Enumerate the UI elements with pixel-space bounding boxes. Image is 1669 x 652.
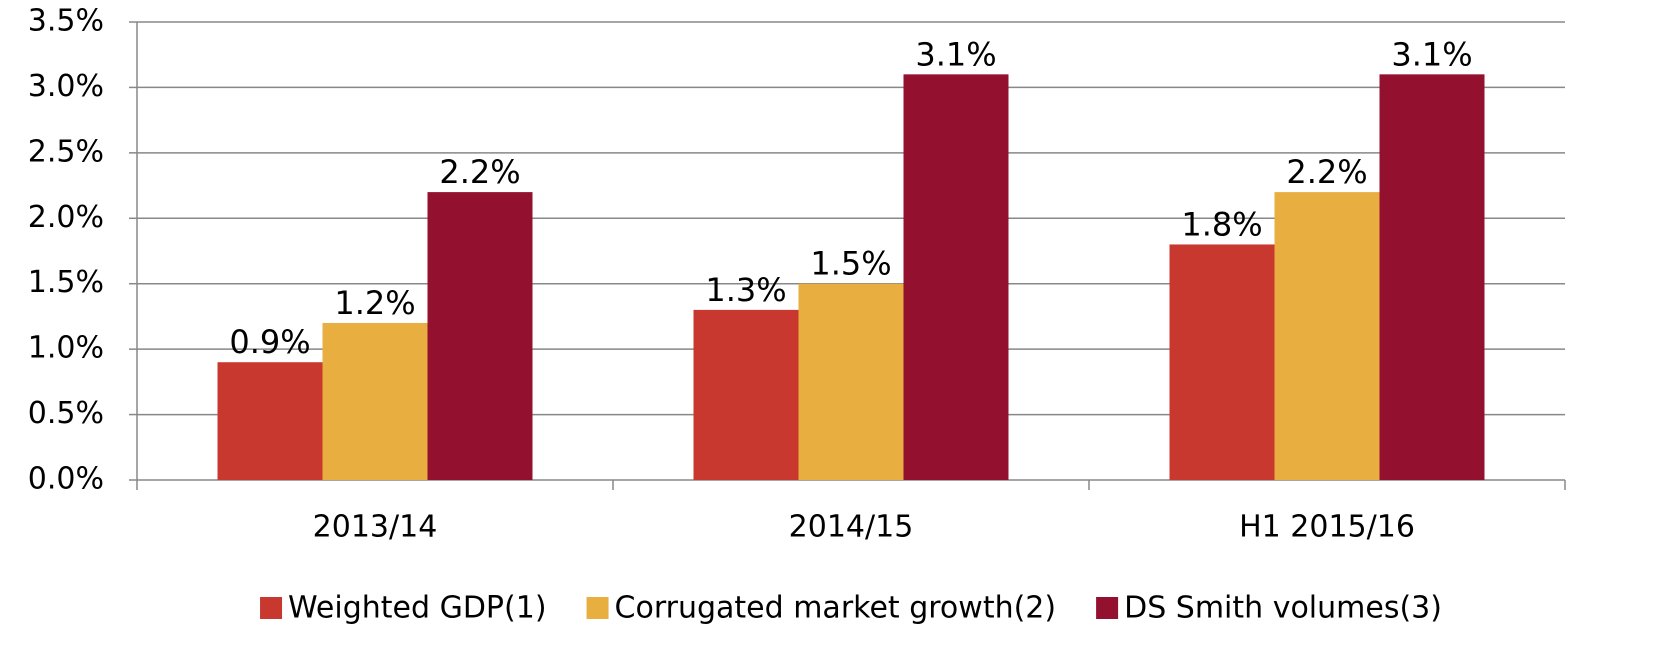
- y-tick-label: 1.5%: [28, 265, 104, 300]
- bar: [1274, 192, 1380, 480]
- value-label: 1.2%: [334, 284, 415, 322]
- y-tick-label: 2.5%: [28, 134, 104, 169]
- legend-label: Corrugated market growth(2): [615, 591, 1057, 626]
- value-label: 3.1%: [1391, 35, 1472, 73]
- legend-swatch: [260, 597, 283, 619]
- bar: [217, 362, 323, 480]
- y-tick-label: 1.0%: [28, 331, 104, 366]
- bar: [1169, 244, 1275, 480]
- bar: [1379, 74, 1485, 480]
- legend-label: DS Smith volumes(3): [1124, 591, 1442, 626]
- y-tick-label: 3.0%: [28, 69, 104, 104]
- bar: [693, 309, 799, 480]
- value-label: 0.9%: [229, 323, 310, 361]
- y-tick-label: 3.5%: [28, 4, 104, 39]
- bar: [798, 283, 904, 480]
- y-tick-label: 0.5%: [28, 396, 104, 431]
- value-label: 2.2%: [439, 153, 520, 191]
- value-label: 1.8%: [1181, 205, 1262, 243]
- x-tick-label: 2013/14: [313, 510, 438, 545]
- y-tick-label: 0.0%: [28, 462, 104, 497]
- legend-label: Weighted GDP(1): [288, 591, 547, 626]
- x-tick-label: 2014/15: [789, 510, 914, 545]
- bar: [903, 74, 1009, 480]
- value-label: 2.2%: [1286, 153, 1367, 191]
- value-label: 1.3%: [705, 271, 786, 309]
- value-label: 1.5%: [810, 245, 891, 283]
- value-label: 3.1%: [915, 35, 996, 73]
- legend-swatch: [586, 597, 609, 619]
- bar: [427, 192, 533, 480]
- legend-swatch: [1096, 597, 1119, 619]
- bar: [322, 322, 428, 480]
- x-tick-label: H1 2015/16: [1239, 510, 1415, 545]
- y-tick-label: 2.0%: [28, 200, 104, 235]
